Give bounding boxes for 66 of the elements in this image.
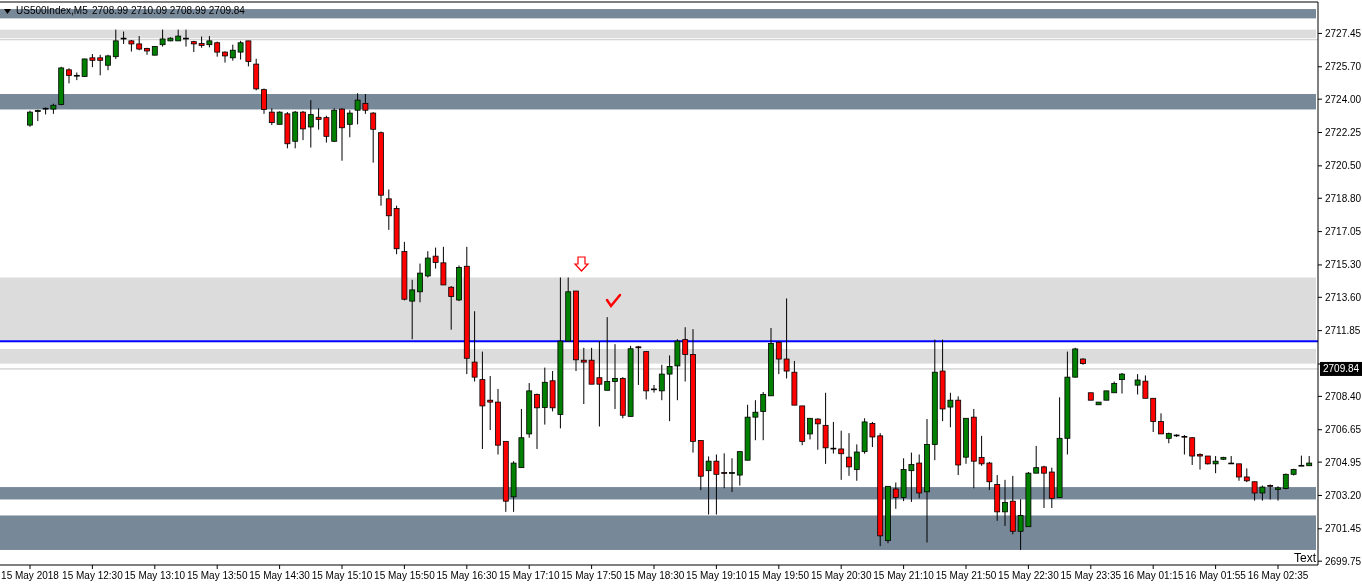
x-tick-label: 15 May 19:50	[748, 570, 810, 581]
candlestick	[612, 343, 618, 410]
x-tick-label: 15 May 17:50	[561, 570, 623, 581]
x-tick-label: 15 May 22:30	[998, 570, 1060, 581]
y-tick-label: 2699.75	[1325, 555, 1362, 567]
candlestick	[1275, 485, 1281, 502]
x-tick-label: 15 May 20:30	[810, 570, 872, 581]
candlestick	[370, 111, 377, 164]
candlestick	[814, 417, 821, 451]
candlestick	[261, 88, 267, 115]
y-tick-label: 2724.00	[1325, 93, 1362, 105]
annotation: Text	[1293, 551, 1317, 565]
candlestick	[222, 50, 228, 64]
candlestick	[183, 29, 189, 48]
y-tick-label: 2701.45	[1325, 523, 1362, 535]
candlestick	[1041, 465, 1047, 509]
candlestick	[807, 417, 813, 440]
x-tick-label: 15 May 15:50	[374, 570, 436, 581]
x-tick-label: 15 May 21:10	[873, 570, 935, 581]
candlestick	[651, 384, 657, 394]
candlestick	[417, 263, 423, 303]
y-tick-label: 2704.95	[1325, 456, 1362, 468]
y-tick-label: 2703.20	[1325, 489, 1362, 501]
y-tick-label: 2713.60	[1325, 291, 1362, 303]
y-tick-label: 2727.45	[1325, 27, 1362, 39]
x-tick-label: 15 May 18:30	[623, 570, 685, 581]
x-tick-label: 15 May 21:50	[935, 570, 997, 581]
y-tick-label: 2720.50	[1325, 160, 1362, 172]
x-tick-label: 15 May 23:35	[1060, 570, 1122, 581]
x-tick-label: 16 May 02:35	[1247, 570, 1309, 581]
y-tick-label: 2715.30	[1325, 259, 1362, 271]
candlestick	[729, 457, 735, 493]
ref-line-label: 2709.84	[1323, 363, 1360, 375]
candlestick	[1197, 452, 1203, 471]
candlestick	[822, 392, 829, 465]
candlestick	[346, 109, 353, 138]
y-tick-label: 2717.05	[1325, 226, 1362, 238]
y-tick-label: 2718.80	[1325, 192, 1362, 204]
x-tick-label: 15 May 16:30	[436, 570, 498, 581]
x-tick-label: 16 May 01:55	[1185, 570, 1247, 581]
candlestick	[448, 285, 455, 331]
x-tick-label: 15 May 15:10	[311, 570, 373, 581]
candlestick	[471, 310, 478, 383]
candlestick	[760, 391, 767, 441]
x-tick-label: 15 May 2018	[1, 570, 60, 581]
y-tick-label: 2708.40	[1325, 390, 1362, 402]
x-tick-label: 15 May 13:10	[124, 570, 186, 581]
candlestick	[1158, 412, 1164, 435]
x-tick-label: 15 May 13:50	[186, 570, 248, 581]
candlestick	[112, 29, 119, 60]
candlestick	[534, 393, 540, 450]
x-tick-label: 15 May 12:30	[62, 570, 124, 581]
candlestick	[1002, 479, 1008, 527]
x-tick-label: 15 May 17:10	[498, 570, 560, 581]
candlestick	[846, 432, 852, 477]
y-tick-label: 2711.85	[1325, 325, 1361, 337]
x-tick-label: 16 May 01:15	[1122, 570, 1184, 581]
candlestick	[339, 107, 345, 162]
candlestick	[300, 110, 306, 141]
y-tick-label: 2706.65	[1325, 424, 1362, 436]
y-tick-label: 2722.25	[1325, 127, 1362, 139]
x-tick-label: 15 May 14:30	[249, 570, 311, 581]
y-tick-label: 2725.70	[1325, 61, 1362, 73]
candlestick	[635, 345, 642, 386]
x-tick-label: 15 May 19:10	[686, 570, 748, 581]
candlestick	[66, 67, 72, 84]
